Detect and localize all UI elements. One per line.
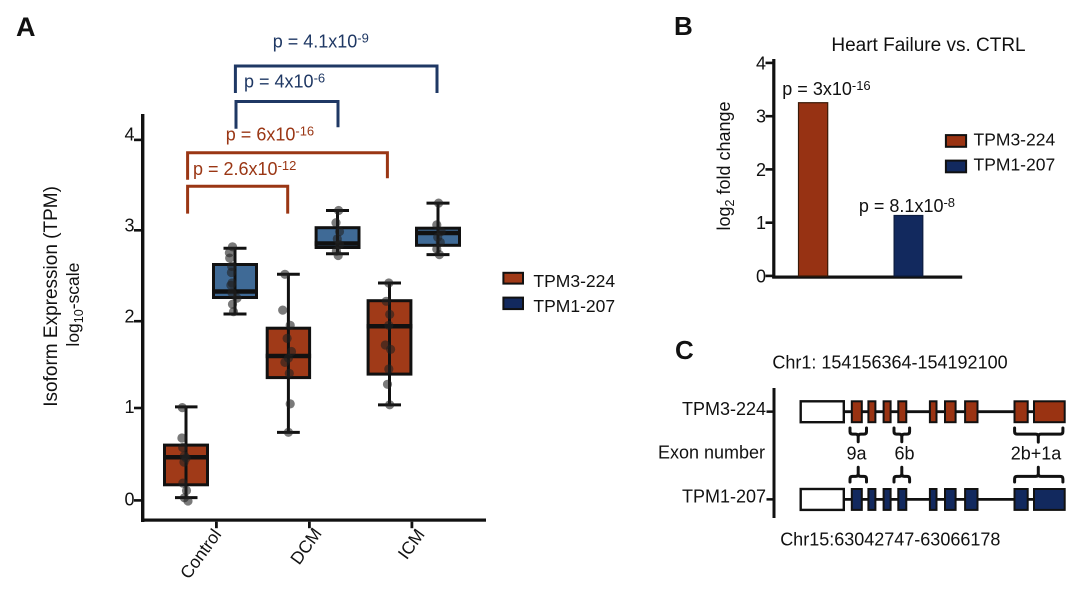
- svg-text:p = 4.1x10-9: p = 4.1x10-9: [273, 31, 369, 52]
- svg-text:p = 6x10-16: p = 6x10-16: [226, 124, 314, 145]
- svg-text:B: B: [674, 11, 693, 41]
- svg-text:TPM3-224: TPM3-224: [682, 399, 766, 419]
- svg-text:log10-scale: log10-scale: [63, 263, 86, 347]
- svg-text:TPM1-207: TPM1-207: [974, 154, 1056, 174]
- svg-text:C: C: [675, 335, 694, 365]
- svg-text:Isoform Expression (TPM): Isoform Expression (TPM): [41, 186, 62, 407]
- svg-text:2: 2: [756, 160, 766, 180]
- svg-text:9a: 9a: [846, 444, 867, 464]
- svg-text:p = 8.1x10-8: p = 8.1x10-8: [859, 195, 955, 216]
- svg-text:1: 1: [124, 397, 134, 417]
- svg-text:A: A: [16, 12, 36, 42]
- svg-text:p = 4x10-6: p = 4x10-6: [244, 71, 325, 92]
- svg-text:TPM1-207: TPM1-207: [682, 487, 766, 507]
- svg-text:Heart Failure vs. CTRL: Heart Failure vs. CTRL: [831, 35, 1025, 56]
- svg-text:0: 0: [756, 266, 766, 286]
- svg-text:2b+1a: 2b+1a: [1011, 444, 1063, 464]
- svg-text:4: 4: [756, 53, 766, 73]
- svg-text:log2 fold change: log2 fold change: [714, 101, 737, 230]
- svg-text:Chr15:63042747-63066178: Chr15:63042747-63066178: [780, 530, 1000, 550]
- svg-text:TPM3-224: TPM3-224: [533, 271, 615, 291]
- svg-text:3: 3: [124, 216, 134, 236]
- svg-text:TPM3-224: TPM3-224: [974, 130, 1056, 150]
- svg-text:p = 2.6x10-12: p = 2.6x10-12: [193, 158, 296, 179]
- svg-text:0: 0: [124, 490, 134, 510]
- svg-text:1: 1: [756, 213, 766, 233]
- svg-text:p = 3x10-16: p = 3x10-16: [782, 78, 870, 99]
- svg-text:6b: 6b: [894, 444, 914, 464]
- svg-text:Chr1: 154156364-154192100: Chr1: 154156364-154192100: [772, 352, 1007, 372]
- svg-text:4: 4: [124, 125, 134, 145]
- svg-text:Exon number: Exon number: [658, 442, 765, 462]
- svg-text:TPM1-207: TPM1-207: [533, 296, 615, 316]
- svg-text:2: 2: [124, 307, 134, 327]
- svg-text:3: 3: [756, 107, 766, 127]
